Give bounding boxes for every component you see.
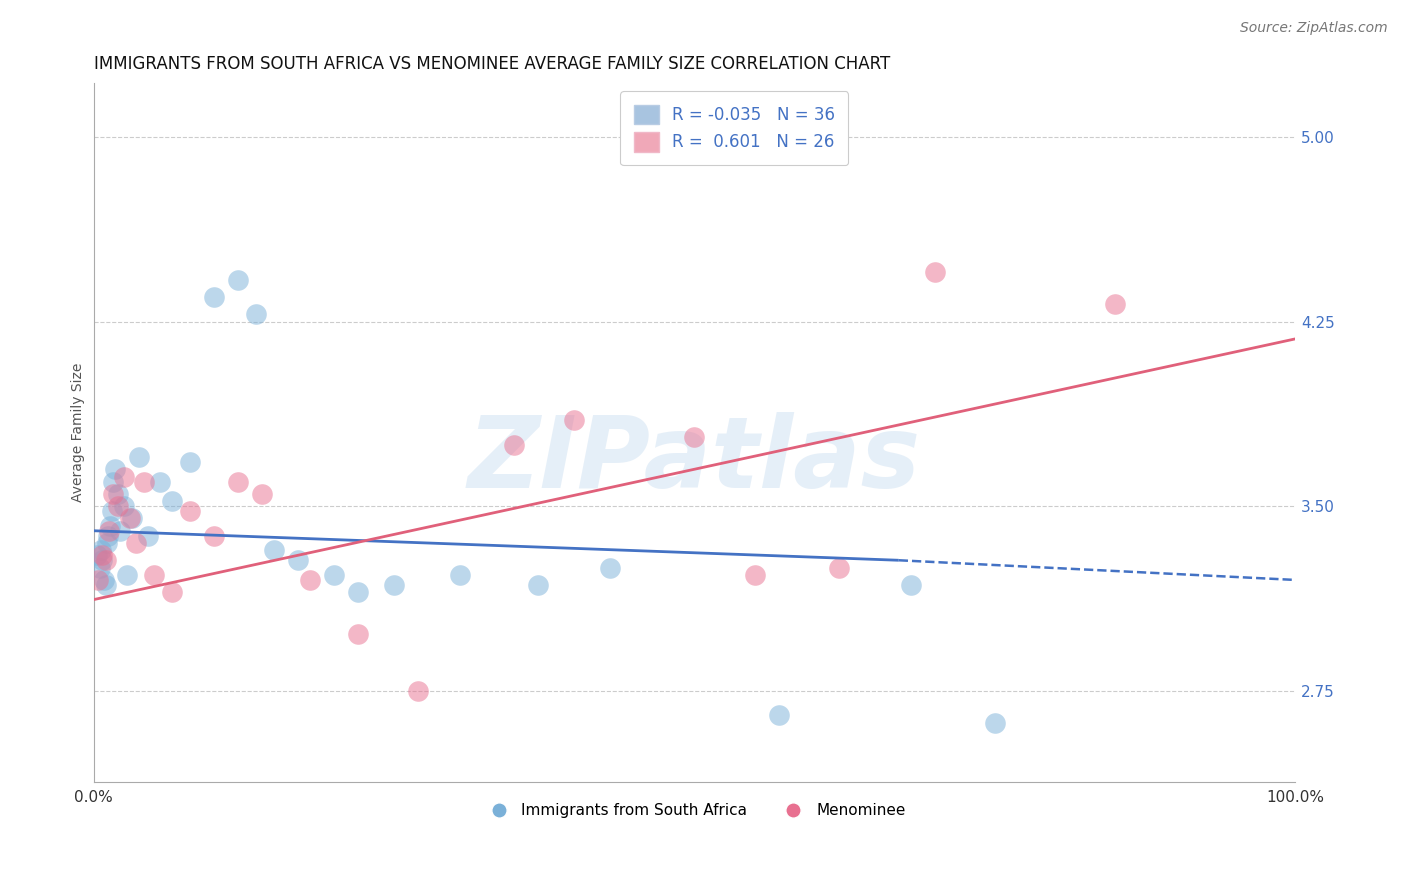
Point <box>160 494 183 508</box>
Point <box>160 585 183 599</box>
Point <box>562 413 585 427</box>
Point <box>683 430 706 444</box>
Point <box>94 578 117 592</box>
Point <box>136 529 159 543</box>
Point <box>90 543 112 558</box>
Point <box>287 553 309 567</box>
Point <box>115 568 138 582</box>
Point <box>900 578 922 592</box>
Point <box>226 273 249 287</box>
Point <box>128 450 150 464</box>
Point <box>298 573 321 587</box>
Point <box>202 529 225 543</box>
Point <box>827 560 849 574</box>
Text: ZIPatlas: ZIPatlas <box>468 412 921 508</box>
Point <box>744 568 766 582</box>
Point <box>101 487 124 501</box>
Point <box>322 568 344 582</box>
Point <box>87 573 110 587</box>
Legend: Immigrants from South Africa, Menominee: Immigrants from South Africa, Menominee <box>477 797 911 824</box>
Point <box>179 504 201 518</box>
Point <box>104 462 127 476</box>
Point <box>108 524 131 538</box>
Point <box>599 560 621 574</box>
Point <box>527 578 550 592</box>
Point <box>142 568 165 582</box>
Point <box>382 578 405 592</box>
Point <box>179 455 201 469</box>
Point <box>121 511 143 525</box>
Point <box>132 475 155 489</box>
Point <box>94 553 117 567</box>
Point <box>347 627 370 641</box>
Point <box>1104 297 1126 311</box>
Point <box>93 573 115 587</box>
Y-axis label: Average Family Size: Average Family Size <box>72 363 86 502</box>
Text: IMMIGRANTS FROM SOUTH AFRICA VS MENOMINEE AVERAGE FAMILY SIZE CORRELATION CHART: IMMIGRANTS FROM SOUTH AFRICA VS MENOMINE… <box>94 55 890 73</box>
Point <box>100 504 122 518</box>
Point <box>202 290 225 304</box>
Point <box>97 529 120 543</box>
Point <box>91 549 114 563</box>
Point <box>984 715 1007 730</box>
Point <box>89 560 111 574</box>
Point <box>118 511 141 525</box>
Point <box>112 499 135 513</box>
Point <box>149 475 172 489</box>
Point <box>263 543 285 558</box>
Point <box>768 708 790 723</box>
Point <box>449 568 471 582</box>
Point <box>107 487 129 501</box>
Point <box>107 499 129 513</box>
Point <box>101 475 124 489</box>
Point <box>91 553 114 567</box>
Point <box>924 265 946 279</box>
Point <box>245 307 267 321</box>
Point <box>86 549 108 563</box>
Point <box>250 487 273 501</box>
Point <box>503 437 526 451</box>
Point <box>406 683 429 698</box>
Point <box>98 524 121 538</box>
Text: Source: ZipAtlas.com: Source: ZipAtlas.com <box>1240 21 1388 35</box>
Point <box>100 518 122 533</box>
Point <box>112 469 135 483</box>
Point <box>347 585 370 599</box>
Point <box>226 475 249 489</box>
Point <box>124 536 146 550</box>
Point <box>96 536 118 550</box>
